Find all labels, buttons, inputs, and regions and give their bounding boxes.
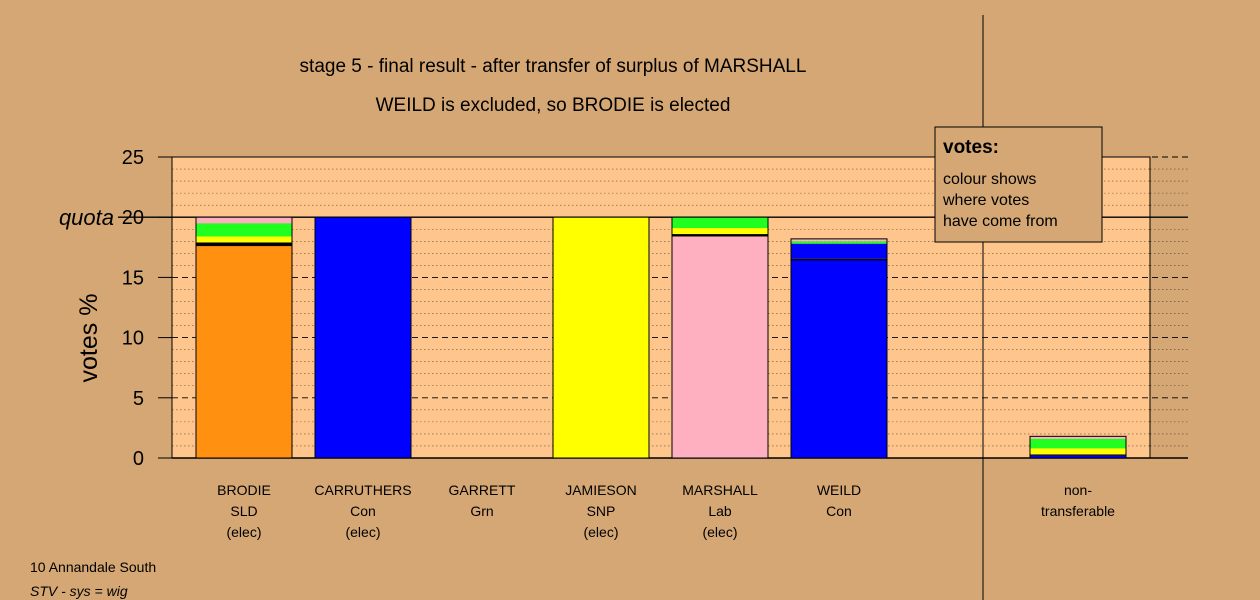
bar-weild-segment — [791, 243, 887, 259]
category-carruthers-label-line: (elec) — [345, 524, 380, 540]
bar-marshall-segment — [672, 228, 768, 235]
category-marshall-label-line: MARSHALL — [682, 482, 758, 498]
y-tick-label: 10 — [122, 328, 144, 350]
bar-nontransferable-segment — [1030, 455, 1126, 458]
bar-nontransferable-segment — [1030, 436, 1126, 439]
bar-nontransferable-outline — [1029, 435, 1127, 459]
footer-constituency: 10 Annandale South — [30, 559, 156, 575]
category-nontransferable-label-line: transferable — [1041, 503, 1115, 519]
footer-system: STV - sys = wig — [30, 583, 128, 599]
bar-weild-outline — [790, 238, 888, 459]
bar-carruthers-outline — [314, 216, 412, 459]
legend-title: votes: — [943, 137, 999, 158]
legend-line-3: have come from — [943, 213, 1058, 230]
category-carruthers-label-line: Con — [350, 503, 376, 519]
bar-brodie-segment — [196, 217, 292, 224]
category-marshall-label-line: Lab — [708, 503, 732, 519]
category-nontransferable-label-line: non- — [1064, 482, 1092, 498]
category-garrett-label-line: GARRETT — [449, 482, 516, 498]
category-jamieson-label-line: SNP — [587, 503, 616, 519]
bar-jamieson-segment — [553, 217, 649, 458]
bar-marshall-segment — [672, 217, 768, 229]
bar-nontransferable-segment — [1030, 454, 1126, 456]
category-garrett-label-line: Grn — [470, 503, 493, 519]
bar-brodie-outline — [195, 216, 293, 459]
bar-brodie-segment — [196, 223, 292, 237]
bar-marshall-segment — [672, 236, 768, 458]
y-axis-label: votes % — [75, 294, 103, 383]
bar-brodie-segment — [196, 246, 292, 458]
category-brodie-label-line: (elec) — [226, 524, 261, 540]
category-marshall-label-line: (elec) — [702, 524, 737, 540]
bar-weild-segment — [791, 258, 887, 261]
bar-jamieson-outline — [552, 216, 650, 459]
bar-weild-segment — [791, 241, 887, 244]
bar-marshall-outline — [671, 216, 769, 459]
category-weild-label-line: WEILD — [817, 482, 861, 498]
y-tick-label: 5 — [133, 388, 144, 410]
bar-brodie-segment — [196, 242, 292, 247]
legend-box: votes: colour shows where votes have com… — [934, 126, 1103, 243]
chart-title-line-2: WEILD is excluded, so BRODIE is elected — [376, 95, 731, 116]
category-jamieson-label-line: JAMIESON — [565, 482, 637, 498]
chart-title-line-1: stage 5 - final result - after transfer … — [300, 56, 807, 77]
legend-frame — [934, 126, 1103, 243]
bar-carruthers-segment — [315, 217, 411, 458]
category-carruthers-label-line: CARRUTHERS — [314, 482, 411, 498]
bar-nontransferable-segment — [1030, 448, 1126, 455]
legend-line-2: where votes — [942, 192, 1029, 209]
y-tick-label: 0 — [133, 448, 144, 470]
category-brodie-label-line: BRODIE — [217, 482, 271, 498]
category-brodie-label-line: SLD — [230, 503, 257, 519]
bar-weild-segment — [791, 238, 887, 242]
bar-brodie-segment — [196, 236, 292, 243]
y-tick-label: 20 — [122, 207, 144, 229]
quota-label: quota — [59, 205, 114, 230]
category-jamieson-label-line: (elec) — [583, 524, 618, 540]
bar-marshall-segment — [672, 234, 768, 237]
legend-line-1: colour shows — [943, 171, 1036, 188]
category-weild-label-line: Con — [826, 503, 852, 519]
y-tick-label: 25 — [122, 147, 144, 169]
bar-nontransferable-segment — [1030, 438, 1126, 449]
y-tick-label: 15 — [122, 267, 144, 289]
bar-weild-segment — [791, 260, 887, 458]
